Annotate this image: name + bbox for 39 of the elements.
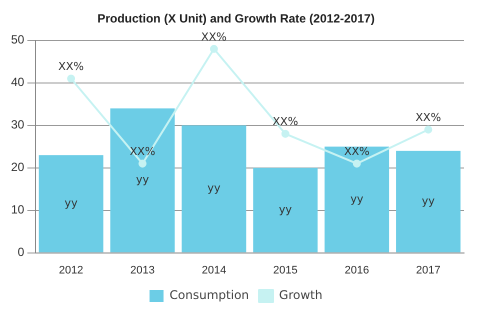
- data-label: yy: [422, 194, 436, 208]
- x-tick-label: 2013: [130, 264, 155, 276]
- data-label: yy: [278, 202, 292, 216]
- bar: [396, 150, 461, 252]
- y-tick-label: 0: [18, 245, 25, 260]
- bar: [182, 125, 246, 252]
- data-label: XX%: [272, 115, 298, 128]
- x-tick-label: 2015: [273, 264, 298, 276]
- data-label: XX%: [416, 110, 442, 124]
- y-tick-label: 40: [10, 75, 25, 90]
- data-label: XX%: [130, 144, 156, 158]
- legend-label: Consumption: [170, 288, 250, 302]
- x-tick-label: 2012: [58, 264, 84, 276]
- data-label: XX%: [201, 30, 227, 44]
- chart-title: Production (X Unit) and Growth Rate (2012-2017): [97, 12, 375, 26]
- point: [67, 74, 76, 83]
- data-label: yy: [64, 196, 78, 210]
- point: [281, 130, 290, 138]
- y-tick-label: 30: [10, 118, 25, 132]
- bar: [110, 108, 175, 252]
- bar: [253, 168, 318, 252]
- point: [352, 160, 361, 168]
- data-label: yy: [207, 182, 221, 195]
- x-tick-label: 2016: [344, 264, 370, 276]
- data-label: XX%: [344, 144, 370, 158]
- y-tick-label: 20: [10, 160, 25, 174]
- bar: [38, 155, 104, 252]
- point: [424, 126, 432, 134]
- point: [210, 44, 218, 53]
- point: [138, 160, 147, 168]
- bar: [324, 146, 390, 252]
- y-tick-label: 50: [10, 32, 25, 47]
- x-tick-label: 2014: [202, 264, 226, 276]
- data-label: yy: [350, 192, 364, 206]
- y-tick-label: 10: [10, 202, 25, 217]
- data-label: yy: [136, 173, 150, 186]
- x-tick-label: 2017: [416, 264, 441, 276]
- legend-label: Growth: [279, 288, 322, 302]
- data-label: XX%: [58, 60, 84, 73]
